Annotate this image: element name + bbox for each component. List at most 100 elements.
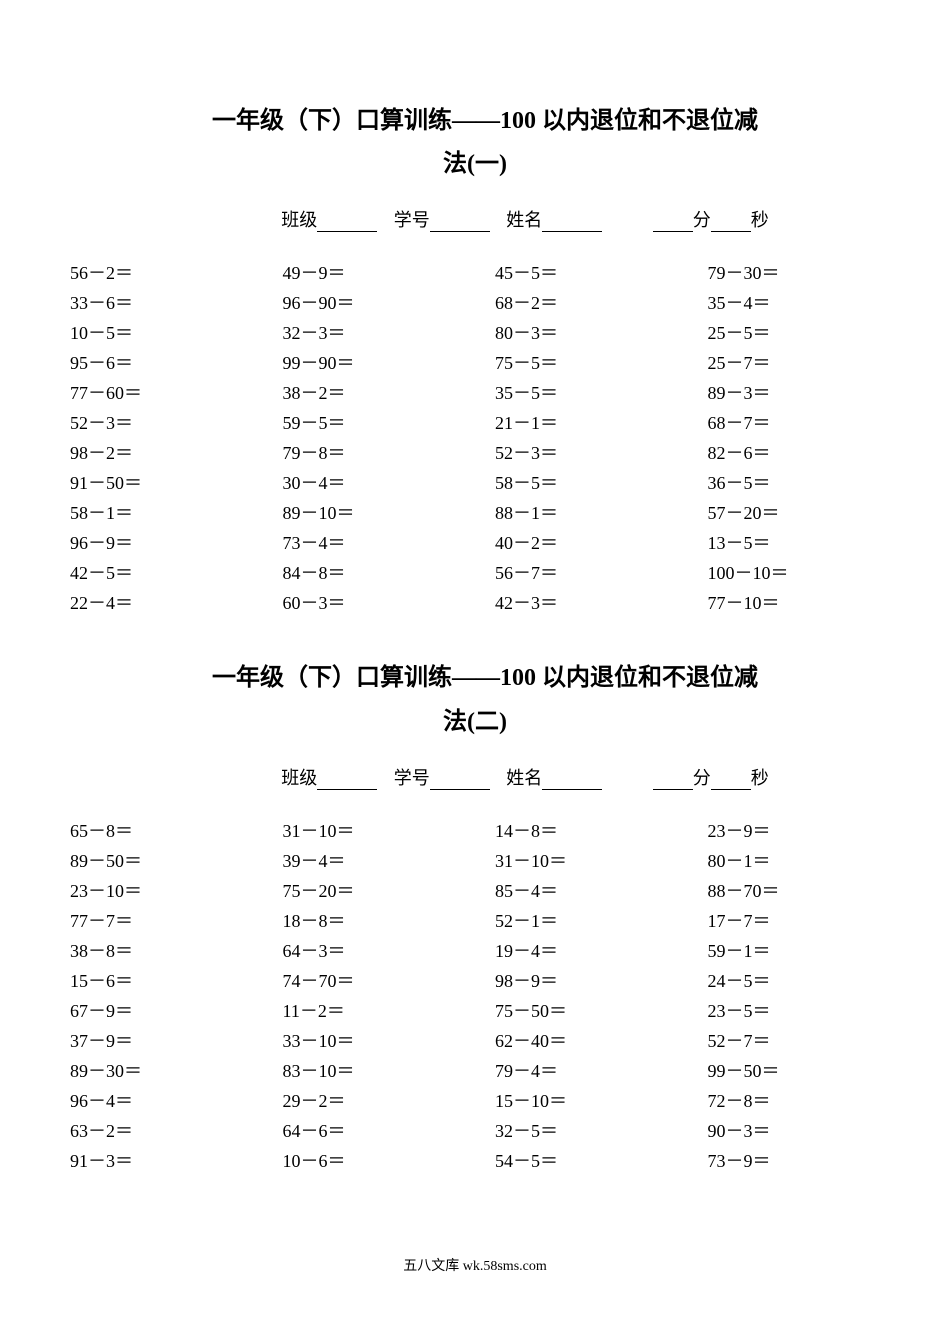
- problems-col-1-2: 45－5＝68－2＝80－3＝75－5＝35－5＝21－1＝52－3＝58－5＝…: [495, 257, 678, 617]
- problems-col-2-0: 65－8＝89－50＝23－10＝77－7＝38－8＝15－6＝67－9＝37－…: [70, 815, 253, 1175]
- problem-item: 14－8＝: [495, 815, 678, 845]
- problem-item: 89－3＝: [708, 377, 891, 407]
- problem-item: 31－10＝: [283, 815, 466, 845]
- title-line-2a: 一年级（下）口算训练——100 以内退位和不退位减: [60, 657, 890, 700]
- problem-item: 52－7＝: [708, 1025, 891, 1055]
- problem-item: 39－4＝: [283, 845, 466, 875]
- problem-item: 73－4＝: [283, 527, 466, 557]
- problem-item: 32－3＝: [283, 317, 466, 347]
- problem-item: 31－10＝: [495, 845, 678, 875]
- problem-item: 100－10＝: [708, 557, 891, 587]
- problem-item: 75－5＝: [495, 347, 678, 377]
- problem-item: 72－8＝: [708, 1085, 891, 1115]
- problem-item: 33－10＝: [283, 1025, 466, 1055]
- problem-item: 42－3＝: [495, 587, 678, 617]
- problem-item: 21－1＝: [495, 407, 678, 437]
- problems-grid-2: 65－8＝89－50＝23－10＝77－7＝38－8＝15－6＝67－9＝37－…: [60, 815, 890, 1175]
- problem-item: 91－50＝: [70, 467, 253, 497]
- problem-item: 25－7＝: [708, 347, 891, 377]
- problem-item: 17－7＝: [708, 905, 891, 935]
- problem-item: 88－70＝: [708, 875, 891, 905]
- problem-item: 29－2＝: [283, 1085, 466, 1115]
- problems-col-2-2: 14－8＝31－10＝85－4＝52－1＝19－4＝98－9＝75－50＝62－…: [495, 815, 678, 1175]
- problems-col-2-1: 31－10＝39－4＝75－20＝18－8＝64－3＝74－70＝11－2＝33…: [283, 815, 466, 1175]
- problem-item: 13－5＝: [708, 527, 891, 557]
- problem-item: 73－9＝: [708, 1145, 891, 1175]
- problem-item: 10－5＝: [70, 317, 253, 347]
- title-line-2b: 法(二): [60, 701, 890, 744]
- name-label-2: 姓名: [506, 764, 602, 790]
- problem-item: 74－70＝: [283, 965, 466, 995]
- problem-item: 95－6＝: [70, 347, 253, 377]
- problem-item: 83－10＝: [283, 1055, 466, 1085]
- problem-item: 98－2＝: [70, 437, 253, 467]
- problem-item: 89－30＝: [70, 1055, 253, 1085]
- problem-item: 89－10＝: [283, 497, 466, 527]
- title-line-1b: 法(一): [60, 143, 890, 186]
- problem-item: 25－5＝: [708, 317, 891, 347]
- problem-item: 68－7＝: [708, 407, 891, 437]
- problem-item: 52－1＝: [495, 905, 678, 935]
- problem-item: 77－60＝: [70, 377, 253, 407]
- problem-item: 80－1＝: [708, 845, 891, 875]
- problem-item: 54－5＝: [495, 1145, 678, 1175]
- worksheet-section-1: 一年级（下）口算训练——100 以内退位和不退位减 法(一) 班级 学号 姓名 …: [60, 100, 890, 617]
- problem-item: 67－9＝: [70, 995, 253, 1025]
- problem-item: 99－90＝: [283, 347, 466, 377]
- problem-item: 89－50＝: [70, 845, 253, 875]
- problem-item: 40－2＝: [495, 527, 678, 557]
- problem-item: 99－50＝: [708, 1055, 891, 1085]
- problem-item: 30－4＝: [283, 467, 466, 497]
- time-label-1: 分秒: [653, 206, 769, 232]
- worksheet-title-2: 一年级（下）口算训练——100 以内退位和不退位减 法(二): [60, 657, 890, 743]
- info-row-1: 班级 学号 姓名 分秒: [60, 206, 890, 232]
- problem-item: 96－4＝: [70, 1085, 253, 1115]
- problem-item: 64－3＝: [283, 935, 466, 965]
- problem-item: 96－9＝: [70, 527, 253, 557]
- name-label-1: 姓名: [506, 206, 602, 232]
- page-footer: 五八文库 wk.58sms.com: [60, 1255, 890, 1275]
- problem-item: 65－8＝: [70, 815, 253, 845]
- problem-item: 79－8＝: [283, 437, 466, 467]
- problem-item: 75－20＝: [283, 875, 466, 905]
- problem-item: 88－1＝: [495, 497, 678, 527]
- info-row-2: 班级 学号 姓名 分秒: [60, 764, 890, 790]
- problem-item: 22－4＝: [70, 587, 253, 617]
- problem-item: 23－9＝: [708, 815, 891, 845]
- problem-item: 38－2＝: [283, 377, 466, 407]
- problems-col-1-1: 49－9＝96－90＝32－3＝99－90＝38－2＝59－5＝79－8＝30－…: [283, 257, 466, 617]
- problem-item: 85－4＝: [495, 875, 678, 905]
- problems-col-2-3: 23－9＝80－1＝88－70＝17－7＝59－1＝24－5＝23－5＝52－7…: [708, 815, 891, 1175]
- problem-item: 64－6＝: [283, 1115, 466, 1145]
- problem-item: 56－7＝: [495, 557, 678, 587]
- problem-item: 42－5＝: [70, 557, 253, 587]
- problem-item: 79－4＝: [495, 1055, 678, 1085]
- problem-item: 84－8＝: [283, 557, 466, 587]
- problem-item: 77－7＝: [70, 905, 253, 935]
- worksheet-section-2: 一年级（下）口算训练——100 以内退位和不退位减 法(二) 班级 学号 姓名 …: [60, 657, 890, 1174]
- problem-item: 37－9＝: [70, 1025, 253, 1055]
- problem-item: 15－6＝: [70, 965, 253, 995]
- problem-item: 60－3＝: [283, 587, 466, 617]
- problem-item: 45－5＝: [495, 257, 678, 287]
- problem-item: 59－1＝: [708, 935, 891, 965]
- problem-item: 11－2＝: [283, 995, 466, 1025]
- problem-item: 36－5＝: [708, 467, 891, 497]
- problem-item: 10－6＝: [283, 1145, 466, 1175]
- problem-item: 56－2＝: [70, 257, 253, 287]
- problem-item: 82－6＝: [708, 437, 891, 467]
- id-label-2: 学号: [394, 764, 490, 790]
- problem-item: 98－9＝: [495, 965, 678, 995]
- problem-item: 57－20＝: [708, 497, 891, 527]
- problem-item: 91－3＝: [70, 1145, 253, 1175]
- problem-item: 79－30＝: [708, 257, 891, 287]
- problem-item: 75－50＝: [495, 995, 678, 1025]
- problem-item: 23－5＝: [708, 995, 891, 1025]
- problem-item: 32－5＝: [495, 1115, 678, 1145]
- problem-item: 58－5＝: [495, 467, 678, 497]
- problem-item: 19－4＝: [495, 935, 678, 965]
- problem-item: 58－1＝: [70, 497, 253, 527]
- problem-item: 52－3＝: [70, 407, 253, 437]
- worksheet-title-1: 一年级（下）口算训练——100 以内退位和不退位减 法(一): [60, 100, 890, 186]
- problem-item: 90－3＝: [708, 1115, 891, 1145]
